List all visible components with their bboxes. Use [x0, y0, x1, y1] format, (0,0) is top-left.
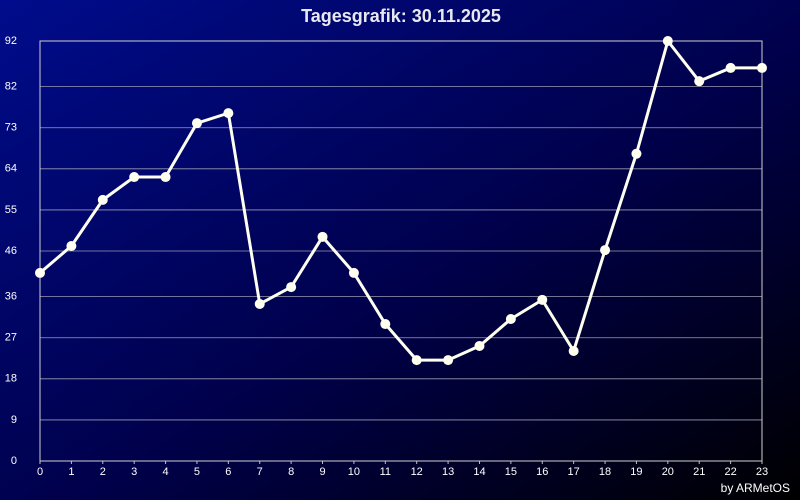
y-tick-label: 0	[11, 455, 17, 467]
data-point	[600, 245, 611, 256]
x-tick-label: 9	[319, 466, 325, 478]
x-tick-label: 18	[599, 466, 611, 478]
data-point	[348, 267, 359, 278]
x-tick-label: 4	[163, 466, 169, 478]
x-tick-label: 11	[380, 466, 391, 478]
y-tick-label: 9	[11, 414, 17, 426]
y-tick-label: 46	[5, 245, 17, 257]
y-tick-label: 64	[5, 163, 17, 175]
data-line	[39, 39, 762, 362]
x-tick-label: 15	[505, 466, 517, 478]
data-point	[694, 76, 705, 87]
data-point	[191, 118, 202, 129]
x-tick-label: 12	[411, 466, 423, 478]
x-tick-label: 14	[473, 466, 485, 478]
data-point	[537, 294, 548, 305]
data-point	[223, 108, 234, 119]
data-point	[160, 172, 171, 183]
y-tick-label: 18	[5, 373, 17, 385]
plot-border	[39, 40, 763, 462]
x-tick-label: 19	[630, 466, 642, 478]
credit: by ARMetOS	[721, 481, 790, 495]
data-point	[286, 282, 297, 293]
data-point	[474, 340, 485, 351]
data-point	[411, 355, 422, 366]
x-tick-label: 8	[288, 466, 294, 478]
x-tick-label: 21	[693, 466, 705, 478]
x-tick-label: 17	[568, 466, 580, 478]
x-tick-label: 7	[257, 466, 263, 478]
x-tick-label: 16	[536, 466, 548, 478]
data-point	[129, 172, 140, 183]
data-point	[725, 62, 736, 73]
y-tick-label: 92	[5, 35, 17, 47]
x-tick-label: 3	[131, 466, 137, 478]
data-point	[35, 267, 45, 278]
data-point	[254, 298, 265, 309]
x-tick-label: 22	[724, 466, 736, 478]
x-tick-label: 13	[442, 466, 454, 478]
y-tick-label: 73	[5, 122, 17, 134]
data-point	[66, 240, 77, 251]
data-point	[380, 319, 391, 330]
data-point	[568, 345, 579, 356]
data-point	[443, 355, 454, 366]
y-tick-label: 82	[5, 81, 17, 93]
data-point	[662, 36, 673, 46]
x-tick-label: 20	[662, 466, 674, 478]
x-tick-label: 0	[37, 466, 43, 478]
data-point	[631, 148, 642, 159]
x-tick-label: 1	[68, 466, 74, 478]
x-tick-label: 5	[194, 466, 200, 478]
chart-title: Tagesgrafik: 30.11.2025	[301, 6, 501, 26]
data-point	[97, 194, 108, 205]
data-point	[505, 314, 516, 325]
y-tick-label: 36	[5, 291, 17, 303]
y-tick-label: 27	[5, 332, 17, 344]
y-tick-label: 55	[5, 204, 17, 216]
x-tick-label: 6	[225, 466, 231, 478]
x-tick-label: 2	[100, 466, 106, 478]
data-point	[757, 62, 767, 73]
data-point	[317, 231, 328, 242]
x-tick-label: 10	[348, 466, 360, 478]
x-tick-label: 23	[756, 466, 768, 478]
